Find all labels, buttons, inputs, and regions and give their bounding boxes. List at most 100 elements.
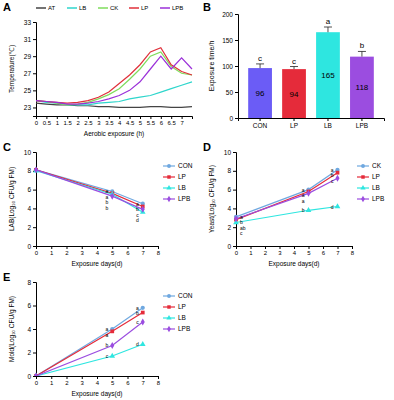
tick-label: 2	[27, 224, 31, 231]
tick: LPB	[356, 118, 368, 129]
tick-label: 7	[142, 380, 146, 386]
legend-item: CK	[98, 5, 118, 11]
legend-swatch	[36, 7, 46, 9]
panel: E01234567802468Exposure days(d)Mold(Log₁…	[3, 271, 193, 398]
significance-letter: c	[258, 54, 262, 63]
legend-item: LP	[129, 5, 148, 11]
tick: 25	[24, 87, 36, 94]
tick-mark	[182, 116, 183, 119]
marks	[248, 27, 374, 118]
tick-mark	[158, 246, 159, 249]
legend-marker	[167, 294, 171, 298]
data-label: 165	[321, 71, 335, 80]
tick: 10	[224, 149, 236, 156]
bar	[248, 68, 272, 118]
tick-label: 2	[65, 380, 69, 386]
legend-swatch	[129, 7, 139, 9]
tick: CON	[253, 118, 268, 129]
tick-label: 29	[24, 53, 32, 60]
legend-item: LB	[163, 184, 186, 191]
tick-mark	[327, 118, 328, 121]
error-cap	[358, 51, 366, 52]
tick: 3.5	[105, 116, 114, 126]
marker	[336, 171, 340, 175]
axis-line	[235, 15, 239, 119]
marker	[110, 342, 114, 349]
tick-mark	[57, 116, 58, 119]
tick-label: 6	[27, 302, 31, 309]
marker	[335, 175, 339, 182]
tick-label: 6	[227, 186, 231, 193]
tick-mark	[323, 246, 324, 249]
legend-marker	[360, 185, 365, 190]
marker	[140, 341, 146, 346]
tick-mark	[33, 353, 36, 354]
legend-marker	[361, 175, 364, 178]
tick-mark	[33, 39, 36, 40]
legend-item: CK	[357, 162, 382, 169]
legend-label: CK	[372, 162, 382, 169]
tick-mark	[33, 90, 36, 91]
line	[36, 313, 143, 376]
significance-letter: b	[105, 342, 108, 348]
tick-mark	[280, 246, 281, 249]
tick-mark	[67, 246, 68, 249]
y-axis-title: Exposure time/h	[208, 41, 216, 92]
tick-mark	[171, 116, 172, 119]
tick-label: 50	[226, 89, 234, 96]
data-label: 96	[256, 89, 265, 98]
marker	[141, 311, 145, 315]
line	[36, 56, 192, 104]
tick: 2	[76, 116, 80, 126]
tick-mark	[158, 376, 159, 379]
tick-label: 3.5	[105, 120, 114, 126]
tick-label: 10	[224, 149, 232, 156]
tick-label: 1	[50, 250, 54, 256]
significance-letter: d	[136, 217, 139, 223]
tick: 0	[35, 376, 39, 386]
tick: 4	[96, 376, 100, 386]
tick-mark	[78, 116, 79, 119]
tick-mark	[233, 246, 236, 247]
error-bar	[358, 51, 366, 56]
tick-label: 6	[160, 120, 164, 126]
tick-label: 1	[50, 380, 54, 386]
legend-marker	[167, 164, 171, 168]
tick-label: 6.5	[168, 120, 177, 126]
tick-label: 8	[27, 279, 31, 286]
line	[36, 48, 192, 104]
tick-label: 8	[351, 250, 355, 256]
tick-label: 3	[278, 250, 282, 256]
tick-label: LPB	[356, 122, 368, 129]
tick-mark	[338, 246, 339, 249]
plot: 0123456780246810Exposure days(d)LAB(Log₁…	[8, 149, 193, 268]
tick: 0	[27, 373, 36, 380]
significance-letter: b	[360, 41, 365, 50]
legend: CONLPLBLPB	[163, 162, 193, 202]
tick: 1.5	[64, 116, 73, 126]
tick: 0	[235, 246, 239, 256]
legend: CKLPLBLPB	[357, 162, 384, 202]
legend-label: LPB	[372, 195, 384, 202]
tick: 7	[142, 376, 146, 386]
y-axis-title: Temperature(℃)	[8, 45, 16, 93]
tick-label: 6	[126, 380, 130, 386]
tick: 1	[249, 246, 253, 256]
error-cap	[256, 63, 264, 64]
marks	[233, 168, 340, 224]
axis-line	[37, 247, 159, 250]
tick-mark	[46, 116, 47, 119]
tick-mark	[161, 116, 162, 119]
marks	[33, 306, 145, 376]
tick-label: 0	[27, 373, 31, 380]
axis-line	[37, 117, 193, 120]
tick: 3	[81, 376, 85, 386]
legend-marker	[166, 315, 171, 320]
tick-label: 4	[27, 326, 31, 333]
tick: 3	[278, 246, 282, 256]
tick-mark	[33, 227, 36, 228]
tick: 1	[56, 116, 60, 126]
tick: 5	[139, 116, 143, 126]
legend-label: LPB	[172, 5, 183, 11]
tick-mark	[33, 107, 36, 108]
